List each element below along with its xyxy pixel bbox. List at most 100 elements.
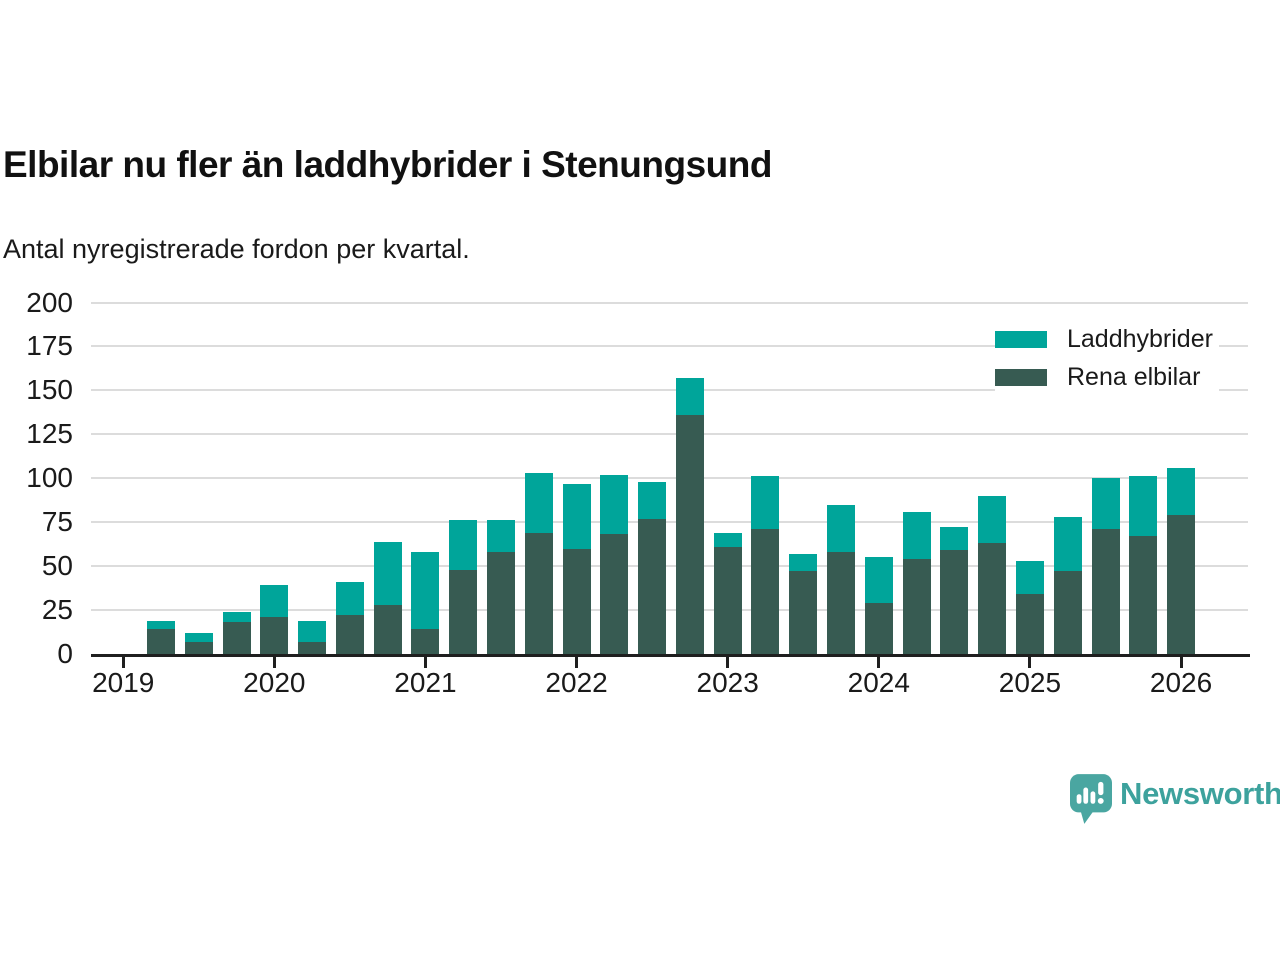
- bar-segment-laddhybrider: [411, 552, 440, 630]
- bar-segment-rena-elbilar: [1091, 529, 1120, 654]
- bar-segment-rena-elbilar: [638, 518, 667, 654]
- x-axis-tick-label: 2021: [394, 667, 457, 698]
- bar-segment-laddhybrider: [751, 476, 780, 530]
- legend-label: Laddhybrider: [1067, 324, 1213, 353]
- bar-segment-rena-elbilar: [524, 532, 553, 654]
- bar-segment-rena-elbilar: [864, 603, 893, 654]
- x-axis-tick: [272, 657, 276, 668]
- x-axis-tick-label: 2022: [545, 667, 608, 698]
- legend: Laddhybrider Rena elbilar: [995, 324, 1219, 400]
- bar-segment-laddhybrider: [147, 620, 175, 630]
- bar-segment-rena-elbilar: [487, 552, 516, 654]
- bar-segment-rena-elbilar: [978, 543, 1007, 654]
- bar-segment-laddhybrider: [638, 481, 667, 519]
- bar-segment-laddhybrider: [1015, 560, 1044, 595]
- gridline: [91, 389, 1248, 392]
- bar-segment-rena-elbilar: [260, 617, 289, 654]
- bar-segment-rena-elbilar: [713, 546, 742, 654]
- x-axis-tick-label: 2025: [998, 667, 1062, 698]
- bar-segment-rena-elbilar: [147, 629, 175, 654]
- bar-segment-laddhybrider: [713, 532, 742, 547]
- y-axis-tick-label: 0: [57, 638, 73, 669]
- gridline: [91, 609, 1248, 612]
- bar-segment-rena-elbilar: [1053, 571, 1082, 654]
- y-axis-tick-label: 75: [41, 506, 73, 538]
- newsworthy-logo-icon: [1070, 774, 1112, 824]
- bar-segment-laddhybrider: [487, 520, 516, 553]
- x-axis-tick: [726, 657, 730, 668]
- gridline: [91, 433, 1248, 436]
- bar-segment-laddhybrider: [902, 511, 931, 560]
- bar-segment-laddhybrider: [600, 474, 629, 535]
- legend-item-laddhybrider: Laddhybrider: [995, 324, 1219, 354]
- bar-segment-rena-elbilar: [335, 615, 364, 654]
- x-axis-tick-label: 2026: [1149, 667, 1213, 698]
- bar-segment-laddhybrider: [298, 620, 327, 642]
- x-axis-tick: [121, 657, 125, 668]
- bar-segment-rena-elbilar: [184, 641, 213, 654]
- bar-segment-rena-elbilar: [600, 534, 629, 654]
- y-axis-tick-label: 150: [26, 374, 73, 406]
- bar-segment-rena-elbilar: [449, 569, 478, 654]
- x-axis-line: [91, 654, 1250, 657]
- y-axis-tick-label: 125: [26, 418, 73, 450]
- bar-segment-laddhybrider: [449, 520, 478, 570]
- y-axis-tick-label: 200: [26, 286, 73, 318]
- x-axis-tick-label: 2023: [696, 667, 759, 698]
- bar-segment-laddhybrider: [827, 504, 856, 553]
- bar-segment-laddhybrider: [1053, 516, 1082, 572]
- bar-segment-rena-elbilar: [1167, 515, 1196, 654]
- bar-segment-rena-elbilar: [940, 550, 969, 654]
- bar-segment-rena-elbilar: [827, 552, 856, 654]
- legend-swatch: [995, 368, 1047, 386]
- bar-segment-laddhybrider: [940, 527, 969, 551]
- bar-segment-rena-elbilar: [411, 629, 440, 654]
- bar-segment-rena-elbilar: [789, 571, 818, 654]
- y-axis-tick-label: 50: [41, 550, 73, 582]
- bar-segment-rena-elbilar: [902, 559, 931, 654]
- bar-segment-laddhybrider: [1167, 467, 1196, 516]
- bar-segment-laddhybrider: [1129, 476, 1158, 537]
- bar-segment-laddhybrider: [335, 581, 364, 616]
- bar-segment-rena-elbilar: [1129, 536, 1158, 654]
- chart-subtitle: Antal nyregistrerade fordon per kvartal.: [3, 234, 470, 264]
- gridline: [91, 565, 1248, 568]
- gridline: [91, 345, 1248, 348]
- gridline: [91, 301, 1248, 304]
- bar-segment-laddhybrider: [524, 472, 553, 533]
- bar-segment-laddhybrider: [1091, 478, 1120, 530]
- x-axis-tick-label: 2020: [243, 667, 306, 698]
- bar-segment-laddhybrider: [222, 611, 251, 623]
- bar-segment-rena-elbilar: [298, 641, 327, 654]
- gridline: [91, 477, 1248, 480]
- legend-label: Rena elbilar: [1067, 362, 1201, 391]
- brand-name: Newsworthy: [1120, 776, 1280, 811]
- bar-segment-rena-elbilar: [751, 529, 780, 654]
- x-axis-tick: [575, 657, 579, 668]
- bar-segment-rena-elbilar: [373, 604, 402, 654]
- bar-segment-laddhybrider: [562, 483, 591, 549]
- newsworthy-brand: Newsworthy: [1070, 774, 1280, 824]
- chart-title: Elbilar nu fler än laddhybrider i Stenun…: [3, 144, 772, 185]
- x-axis-tick: [1028, 657, 1032, 668]
- bar-segment-laddhybrider: [978, 495, 1007, 544]
- bar-segment-laddhybrider: [184, 632, 213, 642]
- x-axis-tick-label: 2019: [92, 667, 155, 698]
- bar-segment-laddhybrider: [373, 541, 402, 605]
- y-axis-tick-label: 25: [41, 594, 73, 626]
- bar-segment-rena-elbilar: [675, 414, 704, 654]
- legend-swatch: [995, 330, 1047, 348]
- bar-segment-laddhybrider: [864, 557, 893, 604]
- gridline: [91, 521, 1248, 524]
- bar-segment-rena-elbilar: [222, 622, 251, 654]
- legend-item-rena-elbilar: Rena elbilar: [995, 362, 1219, 392]
- x-axis-tick: [423, 657, 427, 668]
- y-axis-tick-label: 100: [26, 462, 73, 494]
- x-axis-tick: [1179, 657, 1183, 668]
- bar-segment-laddhybrider: [675, 378, 704, 415]
- bar-segment-rena-elbilar: [562, 548, 591, 654]
- bar-segment-laddhybrider: [260, 585, 289, 618]
- x-axis-tick: [877, 657, 881, 668]
